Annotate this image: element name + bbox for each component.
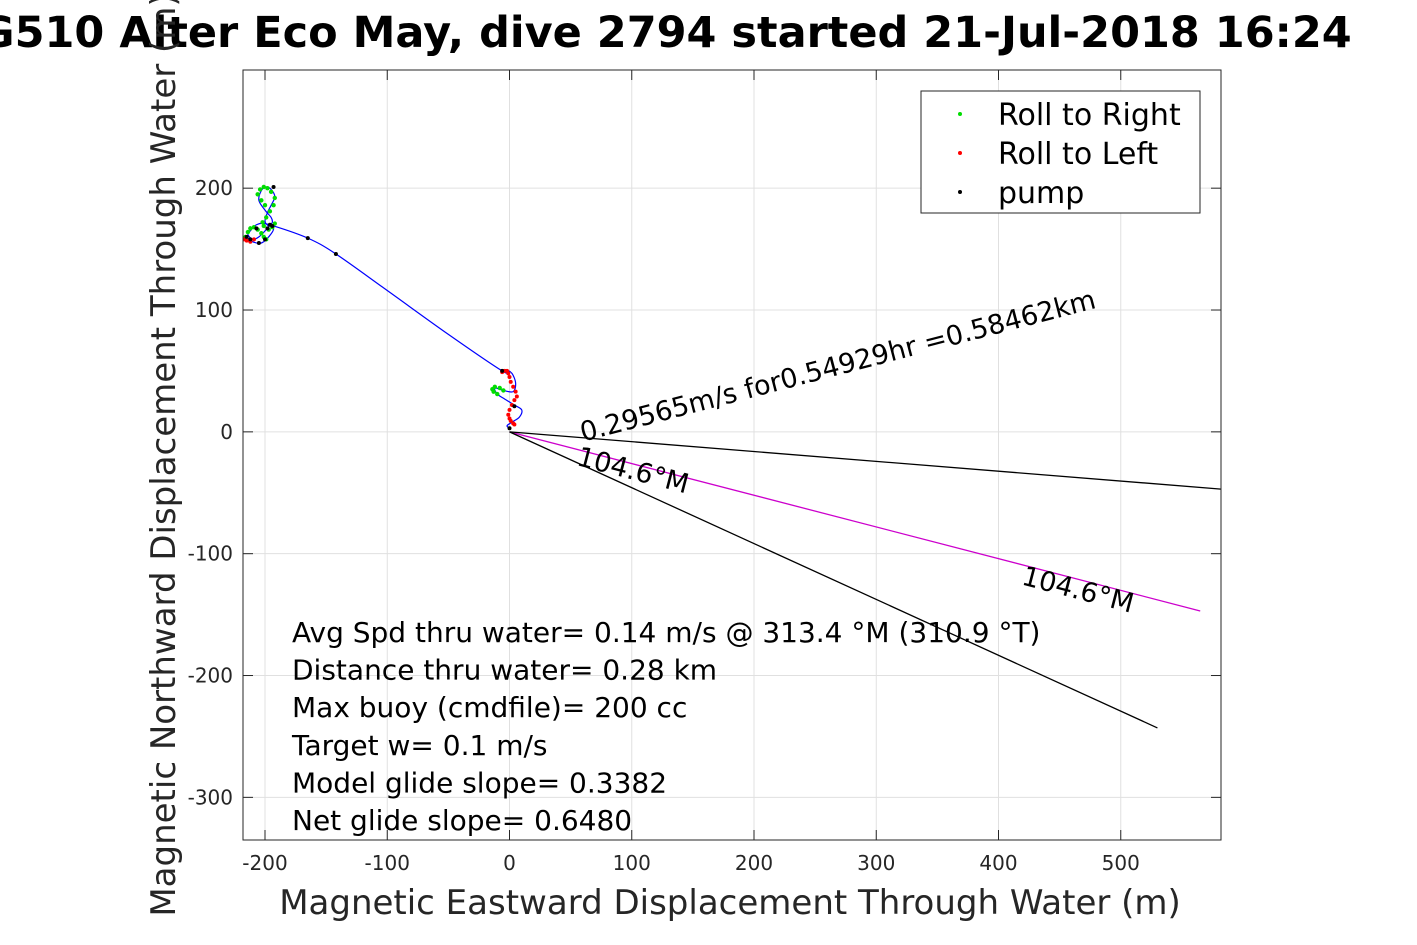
- x-tick-label: -200: [242, 851, 287, 875]
- roll-right-point: [245, 229, 251, 235]
- roll-left-point: [508, 418, 513, 423]
- stats-line: Distance thru water= 0.28 km: [292, 654, 717, 687]
- stats-line: Net glide slope= 0.6480: [292, 804, 632, 837]
- legend-marker: [958, 190, 962, 194]
- roll-left-point: [506, 371, 511, 376]
- roll-right-point: [259, 231, 264, 236]
- roll-right-point: [255, 192, 260, 197]
- legend-marker: [958, 151, 962, 155]
- roll-right-point: [261, 184, 266, 190]
- legend-marker: [958, 112, 962, 116]
- roll-left-point: [514, 394, 519, 399]
- roll-left-point: [513, 389, 518, 394]
- stats-line: Max buoy (cmdfile)= 200 cc: [292, 691, 687, 724]
- stats-line: Avg Spd thru water= 0.14 m/s @ 313.4 °M …: [292, 616, 1040, 649]
- legend-box: [920, 90, 1201, 214]
- plot-layer: [243, 184, 1221, 729]
- x-tick-label: 400: [979, 851, 1017, 875]
- pump-point: [512, 404, 517, 409]
- roll-right-point: [492, 384, 498, 389]
- pump-point: [271, 184, 276, 189]
- roll-right-point: [497, 385, 502, 391]
- roll-right-point: [501, 388, 506, 393]
- pump-point: [333, 251, 338, 256]
- roll-left-point: [508, 379, 513, 384]
- pump-point: [248, 237, 253, 242]
- x-tick-label: 0: [503, 851, 516, 875]
- roll-right-point: [259, 198, 264, 203]
- vector-cone-upper: [509, 431, 1221, 490]
- chart-title: SG510 Alter Eco May, dive 2794 started 2…: [0, 8, 1352, 58]
- roll-right-point: [271, 203, 276, 208]
- roll-left-point: [512, 398, 517, 403]
- roll-right-point: [262, 203, 268, 208]
- stats-line: Target w= 0.1 m/s: [291, 729, 548, 762]
- y-tick-label: 0: [220, 420, 233, 444]
- x-axis-label: Magnetic Eastward Displacement Through W…: [279, 883, 1181, 923]
- y-axis-label: Magnetic Northward Displacement Through …: [144, 0, 184, 917]
- roll-left-point: [252, 237, 257, 242]
- y-tick-label: 200: [195, 176, 233, 200]
- pump-point: [500, 368, 505, 373]
- roll-right-point: [272, 195, 277, 201]
- roll-right-point: [268, 189, 274, 195]
- x-tick-label: 200: [735, 851, 773, 875]
- legend-label: Roll to Right: [998, 98, 1181, 133]
- roll-right-point: [264, 215, 269, 220]
- roll-left-point: [244, 238, 249, 243]
- roll-right-point: [267, 209, 273, 214]
- roll-right-point: [495, 391, 500, 397]
- x-tick-label: 100: [613, 851, 651, 875]
- pump-point: [263, 237, 268, 242]
- pump-point: [244, 234, 249, 239]
- axes-frame: [242, 69, 1222, 841]
- roll-right-point: [260, 220, 265, 225]
- y-tick-label: 100: [195, 298, 233, 322]
- x-tick-label: 300: [857, 851, 895, 875]
- pump-point: [265, 226, 270, 231]
- roll-right-point: [265, 185, 270, 191]
- y-tick-label: -300: [188, 785, 233, 809]
- vector-current: [509, 431, 1201, 612]
- roll-right-point: [248, 226, 253, 231]
- pump-point: [256, 241, 261, 246]
- pump-point: [254, 226, 259, 231]
- roll-right-point: [261, 223, 266, 229]
- x-tick-label: 500: [1102, 851, 1140, 875]
- stats-line: Model glide slope= 0.3382: [292, 766, 667, 799]
- y-tick-label: -200: [188, 664, 233, 688]
- pump-point: [305, 236, 310, 241]
- pump-point: [507, 426, 512, 431]
- roll-right-point: [257, 187, 263, 192]
- roll-left-point: [507, 375, 512, 380]
- ticks: -200 -100 0 100 200 300 400 500 -300 -200 -100 0 100…: [188, 70, 1221, 875]
- pump-point: [270, 223, 275, 228]
- roll-left-point: [512, 422, 517, 427]
- roll-left-point: [506, 412, 511, 417]
- legend: Roll to Right Roll to Left pump: [920, 90, 1201, 214]
- roll-left-point: [507, 407, 512, 412]
- x-tick-label: -100: [365, 851, 410, 875]
- legend-label: Roll to Left: [998, 137, 1158, 172]
- vector-cone-lower: [509, 431, 1158, 729]
- stats-text: Avg Spd thru water= 0.14 m/s @ 313.4 °M …: [291, 616, 1040, 837]
- y-tick-label: -100: [188, 542, 233, 566]
- roll-left-point: [511, 384, 516, 389]
- legend-label: pump: [998, 176, 1084, 211]
